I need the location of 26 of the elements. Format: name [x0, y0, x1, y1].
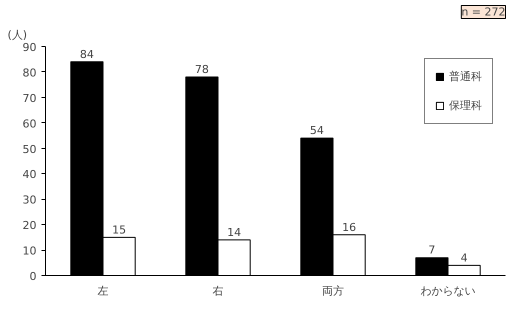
data-label: 84: [80, 48, 94, 61]
x-tick-label: 両方: [322, 284, 344, 298]
y-tick-label: 0: [30, 270, 36, 283]
data-label: 7: [428, 244, 436, 257]
data-label: 16: [342, 220, 356, 234]
y-tick-label: 90: [22, 41, 37, 54]
y-tick-label: 30: [22, 194, 37, 207]
text: n = 272: [461, 6, 506, 18]
data-label: 54: [310, 124, 324, 138]
legend-label: 保理科: [449, 98, 482, 113]
y-tick-label: 10: [22, 244, 37, 258]
y-tick-label: 20: [22, 219, 37, 232]
data-label: 14: [227, 226, 242, 239]
y-tick-label: 40: [22, 168, 37, 182]
y-tick-label: 60: [22, 117, 37, 130]
x-tick-label: わからない: [420, 284, 476, 298]
x-tick-label: 右: [212, 284, 224, 298]
data-label: 15: [112, 223, 126, 236]
data-label: 78: [194, 63, 209, 76]
y-axis-title: (人): [8, 28, 28, 42]
y-tick-label: 50: [22, 142, 37, 156]
y-tick-label: 80: [22, 66, 37, 80]
legend-label: 普通科: [449, 69, 482, 84]
data-label: 4: [460, 251, 468, 264]
y-tick-label: 70: [22, 92, 37, 105]
x-tick-label: 左: [98, 284, 108, 298]
